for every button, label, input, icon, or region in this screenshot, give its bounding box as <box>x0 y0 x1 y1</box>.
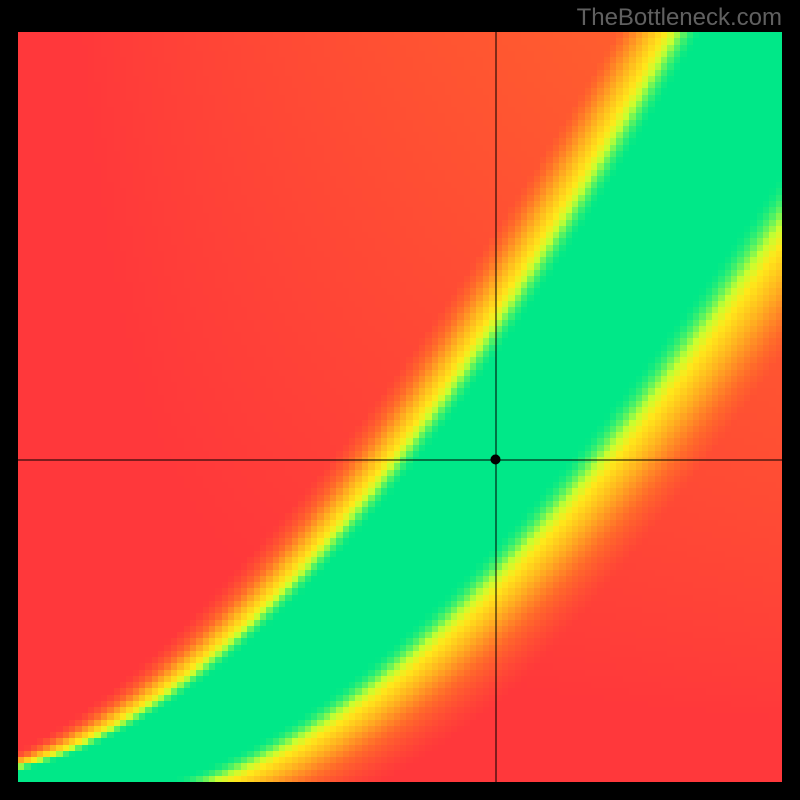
watermark-text: TheBottleneck.com <box>577 4 782 32</box>
bottleneck-heatmap <box>0 0 800 800</box>
